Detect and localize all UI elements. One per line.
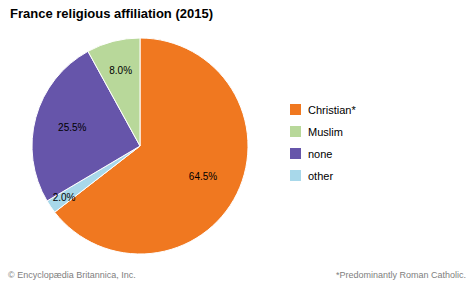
data-label: 25.5%	[58, 122, 86, 133]
slice	[88, 38, 140, 146]
data-labels: 64.5% 2.0% 25.5% 8.0%	[53, 65, 218, 203]
legend-item: Christian*	[290, 104, 356, 116]
legend-label: none	[308, 148, 332, 160]
legend-label: Muslim	[308, 126, 343, 138]
chart: France religious affiliation (2015) 64.5%…	[0, 0, 474, 284]
data-label: 2.0%	[53, 192, 76, 203]
legend-swatch	[290, 170, 301, 181]
legend-swatch	[290, 104, 301, 115]
legend-item: other	[290, 170, 333, 182]
data-label: 8.0%	[109, 65, 132, 76]
legend-swatch	[290, 126, 301, 137]
legend-item: Muslim	[290, 126, 343, 138]
slice	[32, 51, 140, 201]
title: France religious affiliation (2015)	[10, 6, 213, 21]
data-label: 64.5%	[189, 171, 217, 182]
legend-label: other	[308, 170, 333, 182]
legend: Christian* Muslim none other	[290, 104, 356, 182]
legend-item: none	[290, 148, 332, 160]
pie	[32, 38, 248, 254]
footer: © Encyclopædia Britannica, Inc.	[8, 270, 136, 280]
footer: *Predominantly Roman Catholic.	[336, 270, 466, 280]
legend-label: Christian*	[308, 104, 356, 116]
legend-swatch	[290, 148, 301, 159]
